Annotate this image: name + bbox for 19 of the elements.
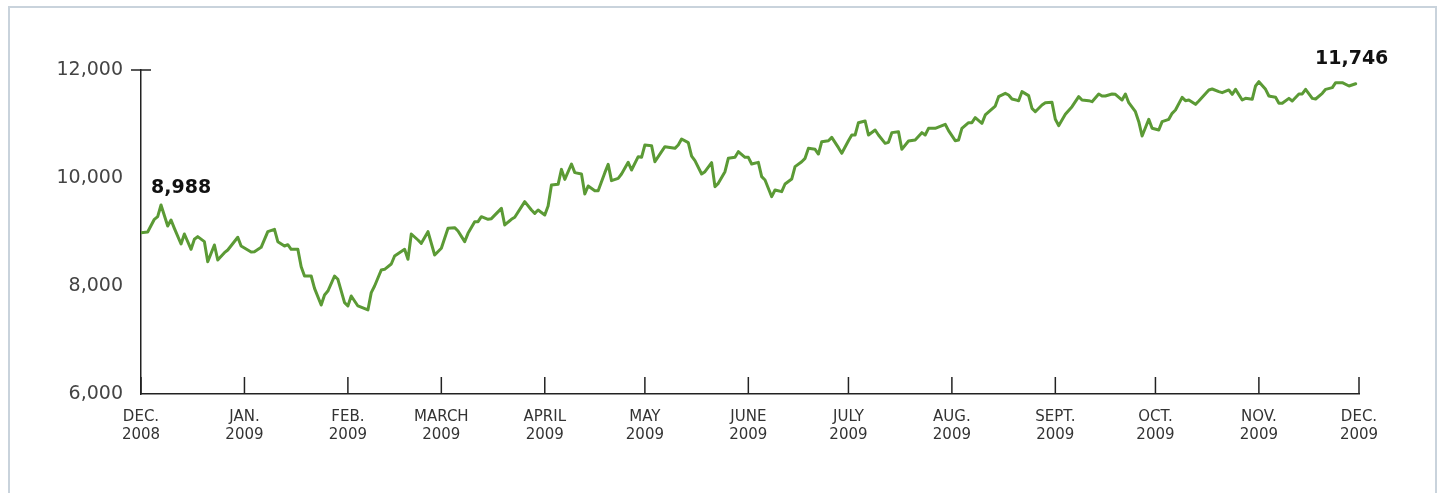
x-tick-label: NOV. 2009 <box>1239 406 1278 443</box>
annotation: 8,988 <box>151 174 212 197</box>
x-tick-label: AUG. 2009 <box>932 406 971 443</box>
y-tick-label: 6,000 <box>68 380 123 403</box>
x-tick-label: DEC. 2009 <box>1339 406 1379 443</box>
y-tick-label: 10,000 <box>56 164 123 187</box>
x-tick-label: FEB. 2009 <box>328 406 367 443</box>
x-tick-label: APRIL 2009 <box>523 406 567 443</box>
x-tick-label: MAY 2009 <box>625 406 664 443</box>
y-tick-label: 12,000 <box>56 56 123 79</box>
x-tick-label: JAN. 2009 <box>225 406 264 443</box>
x-tick-label: JUNE 2009 <box>729 406 768 443</box>
annotation: 11,746 <box>1315 45 1389 68</box>
x-tick-label: DEC. 2008 <box>121 406 161 443</box>
x-tick-label: SEPT. 2009 <box>1035 406 1076 443</box>
x-tick-label: OCT. 2009 <box>1136 406 1175 443</box>
x-tick-label: MARCH 2009 <box>414 406 469 443</box>
x-tick-label: JULY 2009 <box>829 406 868 443</box>
y-tick-label: 8,000 <box>68 272 123 295</box>
